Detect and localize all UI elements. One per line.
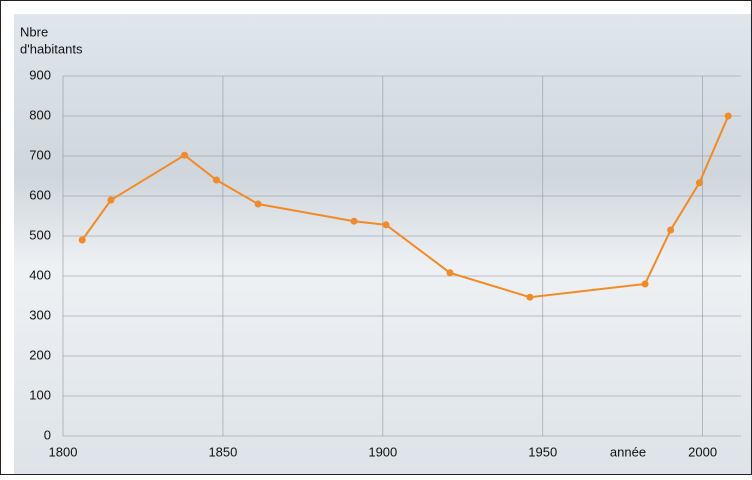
y-tick-label: 100 [29,387,51,402]
x-tick-label: 1850 [208,444,237,459]
y-tick-label: 0 [44,427,51,442]
data-point [667,227,674,234]
data-point [107,197,114,204]
y-tick-label: 800 [29,107,51,122]
data-point [181,152,188,159]
y-axis-label: d'habitants [20,41,83,56]
data-point [725,113,732,120]
x-tick-label: 1950 [528,444,557,459]
data-point [696,179,703,186]
y-tick-label: 500 [29,227,51,242]
x-tick-label: 1900 [368,444,397,459]
x-tick-label: 2000 [688,444,717,459]
y-tick-label: 300 [29,307,51,322]
x-axis-label: année [610,444,646,459]
y-tick-label: 600 [29,187,51,202]
data-point [79,237,86,244]
data-point [255,201,262,208]
data-point [446,269,453,276]
data-point [526,294,533,301]
y-axis-label: Nbre [20,24,48,39]
y-tick-label: 900 [29,67,51,82]
y-tick-label: 400 [29,267,51,282]
y-tick-label: 200 [29,347,51,362]
x-tick-label: 1800 [49,444,78,459]
data-point [642,281,649,288]
y-tick-label: 700 [29,147,51,162]
data-point [351,218,358,225]
data-point [383,221,390,228]
data-point [213,177,220,184]
chart: Nbre d'habitants année 0 100 200 300 400 500 6… [0,0,752,475]
